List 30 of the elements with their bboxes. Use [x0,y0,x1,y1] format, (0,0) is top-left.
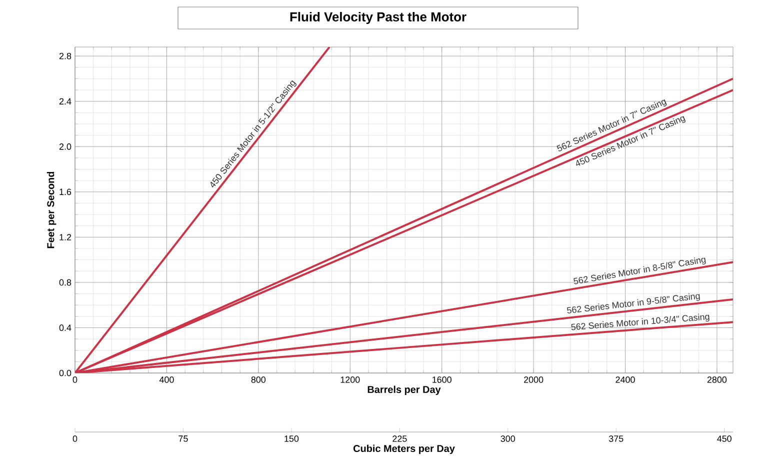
y-tick-label: 1.2 [60,234,72,240]
x-tick-label: 800 [251,376,266,383]
x-tick-label: 0 [72,376,78,383]
x-tick-label: 2400 [616,376,635,383]
y-tick-label: 2.4 [59,98,72,104]
x2-tick-label: 75 [178,436,188,442]
x2-tick-label: 150 [284,436,299,442]
text: 562 Series Motor in 8-5/8" Casing [574,257,706,284]
x-tick-label: 2800 [707,376,727,383]
y-axis-title: Feet per Second [46,172,56,248]
series-label: 562 Series Motor in 10-3/4" Casing [571,314,710,330]
x-tick-label: 1600 [432,376,452,383]
x2-tick-label: 300 [500,436,516,442]
x-tick-label: 400 [159,376,174,383]
x2-tick-label: 375 [608,436,624,442]
y-tick-label: 0.4 [59,324,72,331]
x2-tick-label: 450 [717,436,732,442]
x-axis-title: Barrels per Day [368,386,441,395]
y-tick-label: 0.8 [59,279,72,286]
x-tick-label: 1200 [340,376,360,383]
x2-tick-label: 225 [392,436,407,442]
y-tick-label: 2.0 [59,143,72,150]
y-tick-label: 2.8 [59,52,72,60]
y-tick-label: 1.6 [60,188,72,196]
y-tick-label: 0.0 [59,370,72,376]
x2-tick-label: 0 [72,436,78,442]
text: 562 Series Motor in 9-5/8" Casing [567,293,700,314]
x2-axis-title: Cubic Meters per Day [353,444,455,454]
x-tick-label: 2000 [524,376,544,383]
chart-title: Fluid Velocity Past the Motor [290,12,466,24]
